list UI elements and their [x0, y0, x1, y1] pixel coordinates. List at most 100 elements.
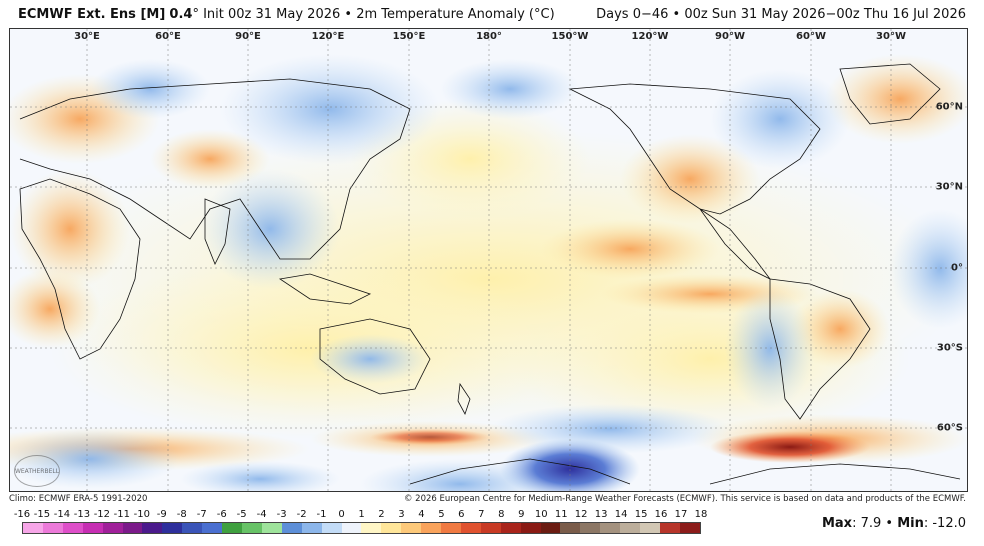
colorbar-tick: -7: [196, 509, 207, 520]
model-name: ECMWF Ext. Ens [M]: [18, 7, 166, 22]
lat-label: 60°N: [935, 101, 963, 113]
colorbar-swatch: [82, 523, 103, 533]
colorbar-swatch: [540, 523, 561, 533]
colorbar-tick: -16: [13, 509, 31, 520]
lat-label: 30°N: [935, 181, 963, 193]
anomaly-map: 30°E 60°E 90°E 120°E 150°E 180° 150°W 12…: [9, 28, 968, 492]
colorbar-swatch: [321, 523, 342, 533]
degree-mark: °: [192, 7, 199, 22]
colorbar-swatch: [679, 523, 700, 533]
colorbar-tick: 9: [518, 509, 525, 520]
stats-separator: •: [881, 516, 898, 531]
colorbar-swatch: [202, 523, 223, 533]
colorbar-tick: -3: [276, 509, 287, 520]
colorbar-tick: 3: [398, 509, 405, 520]
colorbar-swatch: [162, 523, 183, 533]
colorbar-tick: -9: [156, 509, 167, 520]
colorbar-swatch: [500, 523, 521, 533]
copyright-note: © 2026 European Centre for Medium-Range …: [403, 494, 966, 504]
max-value: : 7.9: [852, 516, 882, 531]
lat-label: 60°S: [936, 422, 963, 434]
colorbar-tick: 13: [594, 509, 608, 520]
colorbar-swatch: [62, 523, 83, 533]
lon-label: 90°E: [235, 31, 261, 42]
colorbar-swatch: [620, 523, 641, 533]
colorbar-swatch: [281, 523, 302, 533]
lon-label: 120°E: [311, 31, 345, 42]
colorbar-swatch: [222, 523, 242, 533]
colorbar-swatch: [42, 523, 63, 533]
colorbar-tick: 8: [498, 509, 505, 520]
colorbar-tick: 4: [418, 509, 425, 520]
colorbar-swatch: [23, 523, 43, 533]
colorbar-tick: -5: [236, 509, 247, 520]
colorbar-tick: 16: [654, 509, 668, 520]
colorbar-swatch: [401, 523, 422, 533]
coastlines: [19, 63, 961, 485]
colorbar-swatch: [660, 523, 680, 533]
colorbar-tick: 12: [574, 509, 588, 520]
colorbar-tick: 2: [378, 509, 385, 520]
colorbar-tick: -10: [133, 509, 150, 520]
colorbar-swatch: [441, 523, 461, 533]
watermark-text: WEATHERBELL: [14, 467, 60, 475]
colorbar-swatch: [301, 523, 322, 533]
colorbar-swatch: [261, 523, 282, 533]
max-min-stats: Max: 7.9 • Min: -12.0: [822, 516, 966, 531]
lat-label: 0°: [951, 262, 963, 274]
lon-label: 90°W: [715, 31, 745, 42]
lon-label: 30°E: [74, 31, 100, 42]
colorbar-swatch: [361, 523, 382, 533]
bullet: •: [344, 7, 353, 22]
colorbar-tick: -6: [216, 509, 227, 520]
chart-title: ECMWF Ext. Ens [M] 0.4° Init 00z 31 May …: [18, 7, 555, 22]
colorbar-tick: 18: [694, 509, 708, 520]
colorbar-tick: 15: [634, 509, 648, 520]
colorbar-tick-labels: -16 -15 -14 -13 -12 -11 -10 -9 -8 -7 -6 -5 -4 -3 -2 -1 0…: [14, 509, 712, 521]
header: ECMWF Ext. Ens [M] 0.4° Init 00z 31 May …: [0, 0, 984, 28]
lon-label: 60°E: [155, 31, 181, 42]
max-label: Max: [821, 516, 853, 531]
colorbar-tick: -1: [316, 509, 327, 520]
colorbar-tick: -4: [256, 509, 267, 520]
colorbar-swatch: [520, 523, 541, 533]
colorbar-swatch: [381, 523, 402, 533]
lon-label: 60°W: [796, 31, 826, 42]
colorbar-swatch: [341, 523, 362, 533]
colorbar-tick: 7: [478, 509, 485, 520]
map-canvas: [10, 29, 967, 491]
colorbar-swatch: [600, 523, 621, 533]
colorbar-tick: 0: [338, 509, 345, 520]
colorbar-tick: -14: [53, 509, 71, 520]
colorbar-tick: -15: [33, 509, 51, 520]
colorbar-tick: 5: [438, 509, 445, 520]
colorbar-swatch: [421, 523, 442, 533]
colorbar-tick: 17: [674, 509, 688, 520]
colorbar-swatch: [460, 523, 481, 533]
climo-note: Climo: ECMWF ERA-5 1991-2020: [9, 494, 148, 504]
colorbar-tick: -8: [176, 509, 187, 520]
colorbar-swatch: [241, 523, 262, 533]
colorbar-swatch: [142, 523, 163, 533]
colorbar: [22, 522, 701, 534]
lat-label: 30°S: [936, 342, 963, 354]
colorbar-swatch: [102, 523, 123, 533]
lon-label: 150°W: [551, 31, 589, 42]
colorbar-tick: -2: [296, 509, 307, 520]
lon-label: 30°W: [876, 31, 906, 42]
colorbar-tick: 1: [358, 509, 365, 520]
lon-label: 150°E: [392, 31, 426, 42]
colorbar-tick: 14: [614, 509, 628, 520]
colorbar-tick: -13: [73, 509, 91, 520]
colorbar-tick: -11: [113, 509, 131, 520]
colorbar-tick: -12: [93, 509, 111, 520]
forecast-range: Days 0−46 • 00z Sun 31 May 2026−00z Thu …: [596, 7, 966, 22]
field-name: 2m Temperature Anomaly (°C): [356, 7, 555, 22]
min-value: : -12.0: [923, 516, 966, 531]
colorbar-swatch: [640, 523, 660, 533]
colorbar-swatch: [122, 523, 143, 533]
model-version: 0.4: [169, 7, 193, 22]
min-label: Min: [897, 516, 924, 531]
lon-label: 120°W: [631, 31, 669, 42]
graticule: [10, 29, 967, 491]
